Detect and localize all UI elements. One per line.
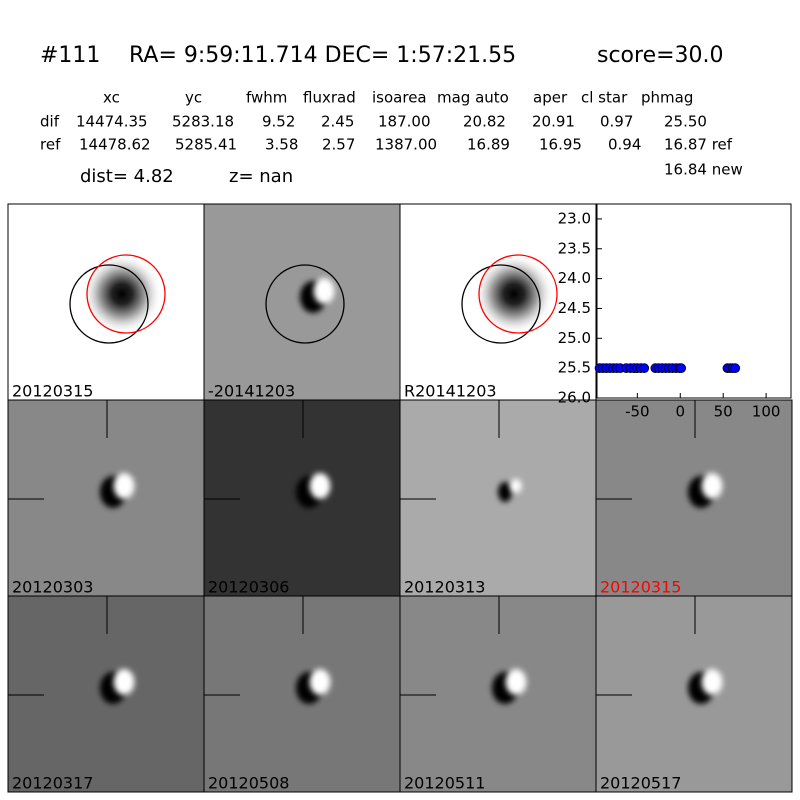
stamp: 20120517 (595, 595, 793, 793)
title-part: score=30.0 (597, 43, 724, 68)
stamp-label: 20120315 (600, 578, 681, 597)
x-tick-label: 50 (714, 403, 733, 421)
row-label: ref (40, 136, 61, 154)
stamp-label: 20120511 (404, 774, 485, 793)
star (82, 254, 162, 334)
dipole-light (309, 473, 331, 499)
stamp: 20120511 (399, 595, 597, 793)
dipole-light (701, 669, 723, 695)
stamp: -20141203 (203, 203, 401, 401)
stamp-label: R20141203 (404, 382, 497, 401)
cell: 1387.00 (375, 136, 437, 154)
stamp-label: 20120303 (12, 578, 93, 597)
dipole-light (510, 479, 522, 493)
cell: 3.58 (265, 136, 298, 154)
point (730, 363, 741, 374)
dipole-dark (498, 482, 512, 502)
stamp: 20120313 (399, 399, 597, 597)
column-header: aper (533, 89, 568, 107)
cell: 20.82 (463, 113, 506, 131)
cell: 9.52 (262, 113, 295, 131)
cell: 5285.41 (175, 136, 237, 154)
y-tick-label: 26.0 (558, 389, 591, 407)
dist: dist= 4.82 (80, 166, 174, 187)
ref-circle (461, 264, 541, 344)
title-part: #111 (40, 43, 100, 68)
column-header: xc (103, 89, 120, 107)
dipole-light (313, 278, 335, 304)
x-tick-label: 0 (675, 403, 685, 421)
stamp-label: 20120306 (208, 578, 289, 597)
cell: 16.89 (467, 136, 510, 154)
stamp: 20120303 (7, 399, 205, 597)
dipole-light (309, 669, 331, 695)
extra: 16.84 new (664, 161, 743, 179)
cell: 14474.35 (76, 113, 148, 131)
cell: 20.91 (532, 113, 575, 131)
cell: 25.50 (664, 113, 707, 131)
cell: 16.87 ref (664, 136, 733, 154)
point (639, 363, 650, 374)
point (676, 363, 687, 374)
column-header: phmag (641, 89, 693, 107)
column-header: cl star (581, 89, 628, 107)
cell: 16.95 (539, 136, 582, 154)
stamp-bg (399, 399, 597, 597)
x-tick-label: 100 (752, 403, 781, 421)
stamp: 20120315 (595, 399, 793, 597)
y-tick-label: 23.0 (558, 209, 591, 227)
column-header: fluxrad (303, 89, 356, 107)
row-label: dif (40, 113, 60, 131)
stamp: 20120315 (7, 203, 205, 401)
det-circle (478, 254, 558, 334)
cell: 187.00 (378, 113, 431, 131)
stamp-label: -20141203 (208, 382, 295, 401)
ref-circle (265, 264, 345, 344)
stamp-label: 20120315 (12, 382, 93, 401)
cell: 5283.18 (172, 113, 234, 131)
dipole-light (505, 669, 527, 695)
y-tick-label: 24.0 (558, 269, 591, 287)
y-tick-label: 25.0 (558, 329, 591, 347)
y-tick-label: 24.5 (558, 299, 591, 317)
stamp: R20141203 (399, 203, 597, 401)
stamp-label: 20120508 (208, 774, 289, 793)
stamp: 20120508 (203, 595, 401, 793)
y-tick-label: 25.5 (558, 359, 591, 377)
column-header: isoarea (372, 89, 427, 107)
cell: 2.45 (321, 113, 354, 131)
cell: 0.94 (608, 136, 641, 154)
cell: 14478.62 (79, 136, 151, 154)
stamp-label: 20120317 (12, 774, 93, 793)
dipole-light (113, 473, 135, 499)
stamp: 20120306 (203, 399, 401, 597)
star (474, 254, 554, 334)
ref-circle (69, 264, 149, 344)
z: z= nan (229, 166, 293, 187)
cell: 0.97 (600, 113, 633, 131)
stamp: 20120317 (7, 595, 205, 793)
column-header: yc (185, 89, 202, 107)
column-header: mag auto (437, 89, 509, 107)
y-tick-label: 23.5 (558, 239, 591, 257)
x-tick-label: -50 (625, 403, 650, 421)
stamp-label: 20120313 (404, 578, 485, 597)
dipole-light (701, 473, 723, 499)
title-part: RA= 9:59:11.714 DEC= 1:57:21.55 (129, 43, 516, 68)
column-header: fwhm (246, 89, 287, 107)
stamp-label: 20120517 (600, 774, 681, 793)
dipole-light (113, 669, 135, 695)
det-circle (86, 254, 166, 334)
cell: 2.57 (322, 136, 355, 154)
